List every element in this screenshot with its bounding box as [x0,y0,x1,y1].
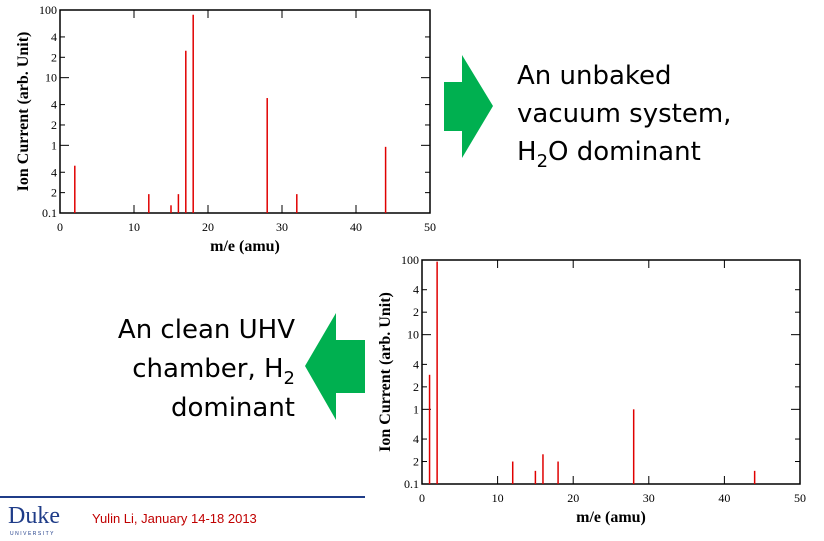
y-axis-label: Ion Current (arb. Unit) [15,32,32,192]
x-axis-label: m/e (amu) [576,509,646,526]
y-tick-label: 4 [51,165,57,179]
arrow-left [305,313,365,420]
y-tick-label: 1 [413,402,419,416]
y-tick-label: 4 [51,98,57,112]
plot-background [378,254,814,534]
y-tick-label: 2 [413,380,419,394]
footer: Yulin Li, January 14-18 2013 [92,511,257,526]
y-tick-label: 4 [413,432,419,446]
y-tick-label: 10 [407,328,419,342]
x-tick-label: 50 [794,491,806,505]
x-tick-label: 30 [276,220,288,234]
note-part: chamber, H [132,354,283,384]
note-line: An clean UHV [118,315,295,345]
y-tick-label: 2 [51,118,57,132]
x-tick-label: 20 [567,491,579,505]
y-tick-label: 1 [51,138,57,152]
y-tick-label: 4 [413,357,419,371]
plot-frame [59,9,431,214]
y-tick-label: 0.1 [42,206,57,220]
y-tick-label: 100 [401,253,419,267]
x-axis-label: m/e (amu) [210,238,280,255]
logo: Duke [8,503,60,529]
arrow-right [435,55,493,158]
x-tick-label: 0 [57,220,63,234]
chart: 0 10 20 30 40 50 0.1 2 4 1 2 4 10 2 4 100 m/e (amu) Ion C… [377,253,814,534]
x-tick-label: 10 [492,491,504,505]
x-tick-label: 20 [202,220,214,234]
note-line: vacuum system, [517,99,731,129]
x-tick-label: 0 [419,491,425,505]
x-tick-label: 50 [424,220,436,234]
y-tick-label: 0.1 [404,477,419,491]
y-axis-label: Ion Current (arb. Unit) [377,292,394,452]
x-tick-label: 40 [350,220,362,234]
x-tick-label: 30 [643,491,655,505]
note-part: H [517,137,537,167]
x-tick-label: 10 [128,220,140,234]
x-tick-label: 40 [718,491,730,505]
y-tick-label: 100 [39,3,57,17]
chart: 0 10 20 30 40 50 0.1 2 4 1 2 4 10 2 4 100 m/e (amu) Ion C… [15,3,444,263]
note-line: An unbaked [517,61,672,91]
note-line: dominant [171,393,295,423]
note-line: H2O dominant [517,137,701,172]
note-sub: 2 [537,151,548,172]
plot-background [16,4,444,263]
y-tick-label: 2 [51,186,57,200]
y-tick-label: 4 [51,30,57,44]
y-tick-label: 2 [413,305,419,319]
y-tick-label: 10 [45,71,57,85]
logo-sub: UNIVERSITY [10,531,55,537]
note-sub: 2 [284,368,295,389]
note-part: O dominant [548,137,701,167]
y-tick-label: 2 [51,50,57,64]
plot-frame [421,259,801,485]
y-tick-label: 2 [413,455,419,469]
y-tick-label: 4 [413,283,419,297]
note-line: chamber, H2 [132,354,295,389]
